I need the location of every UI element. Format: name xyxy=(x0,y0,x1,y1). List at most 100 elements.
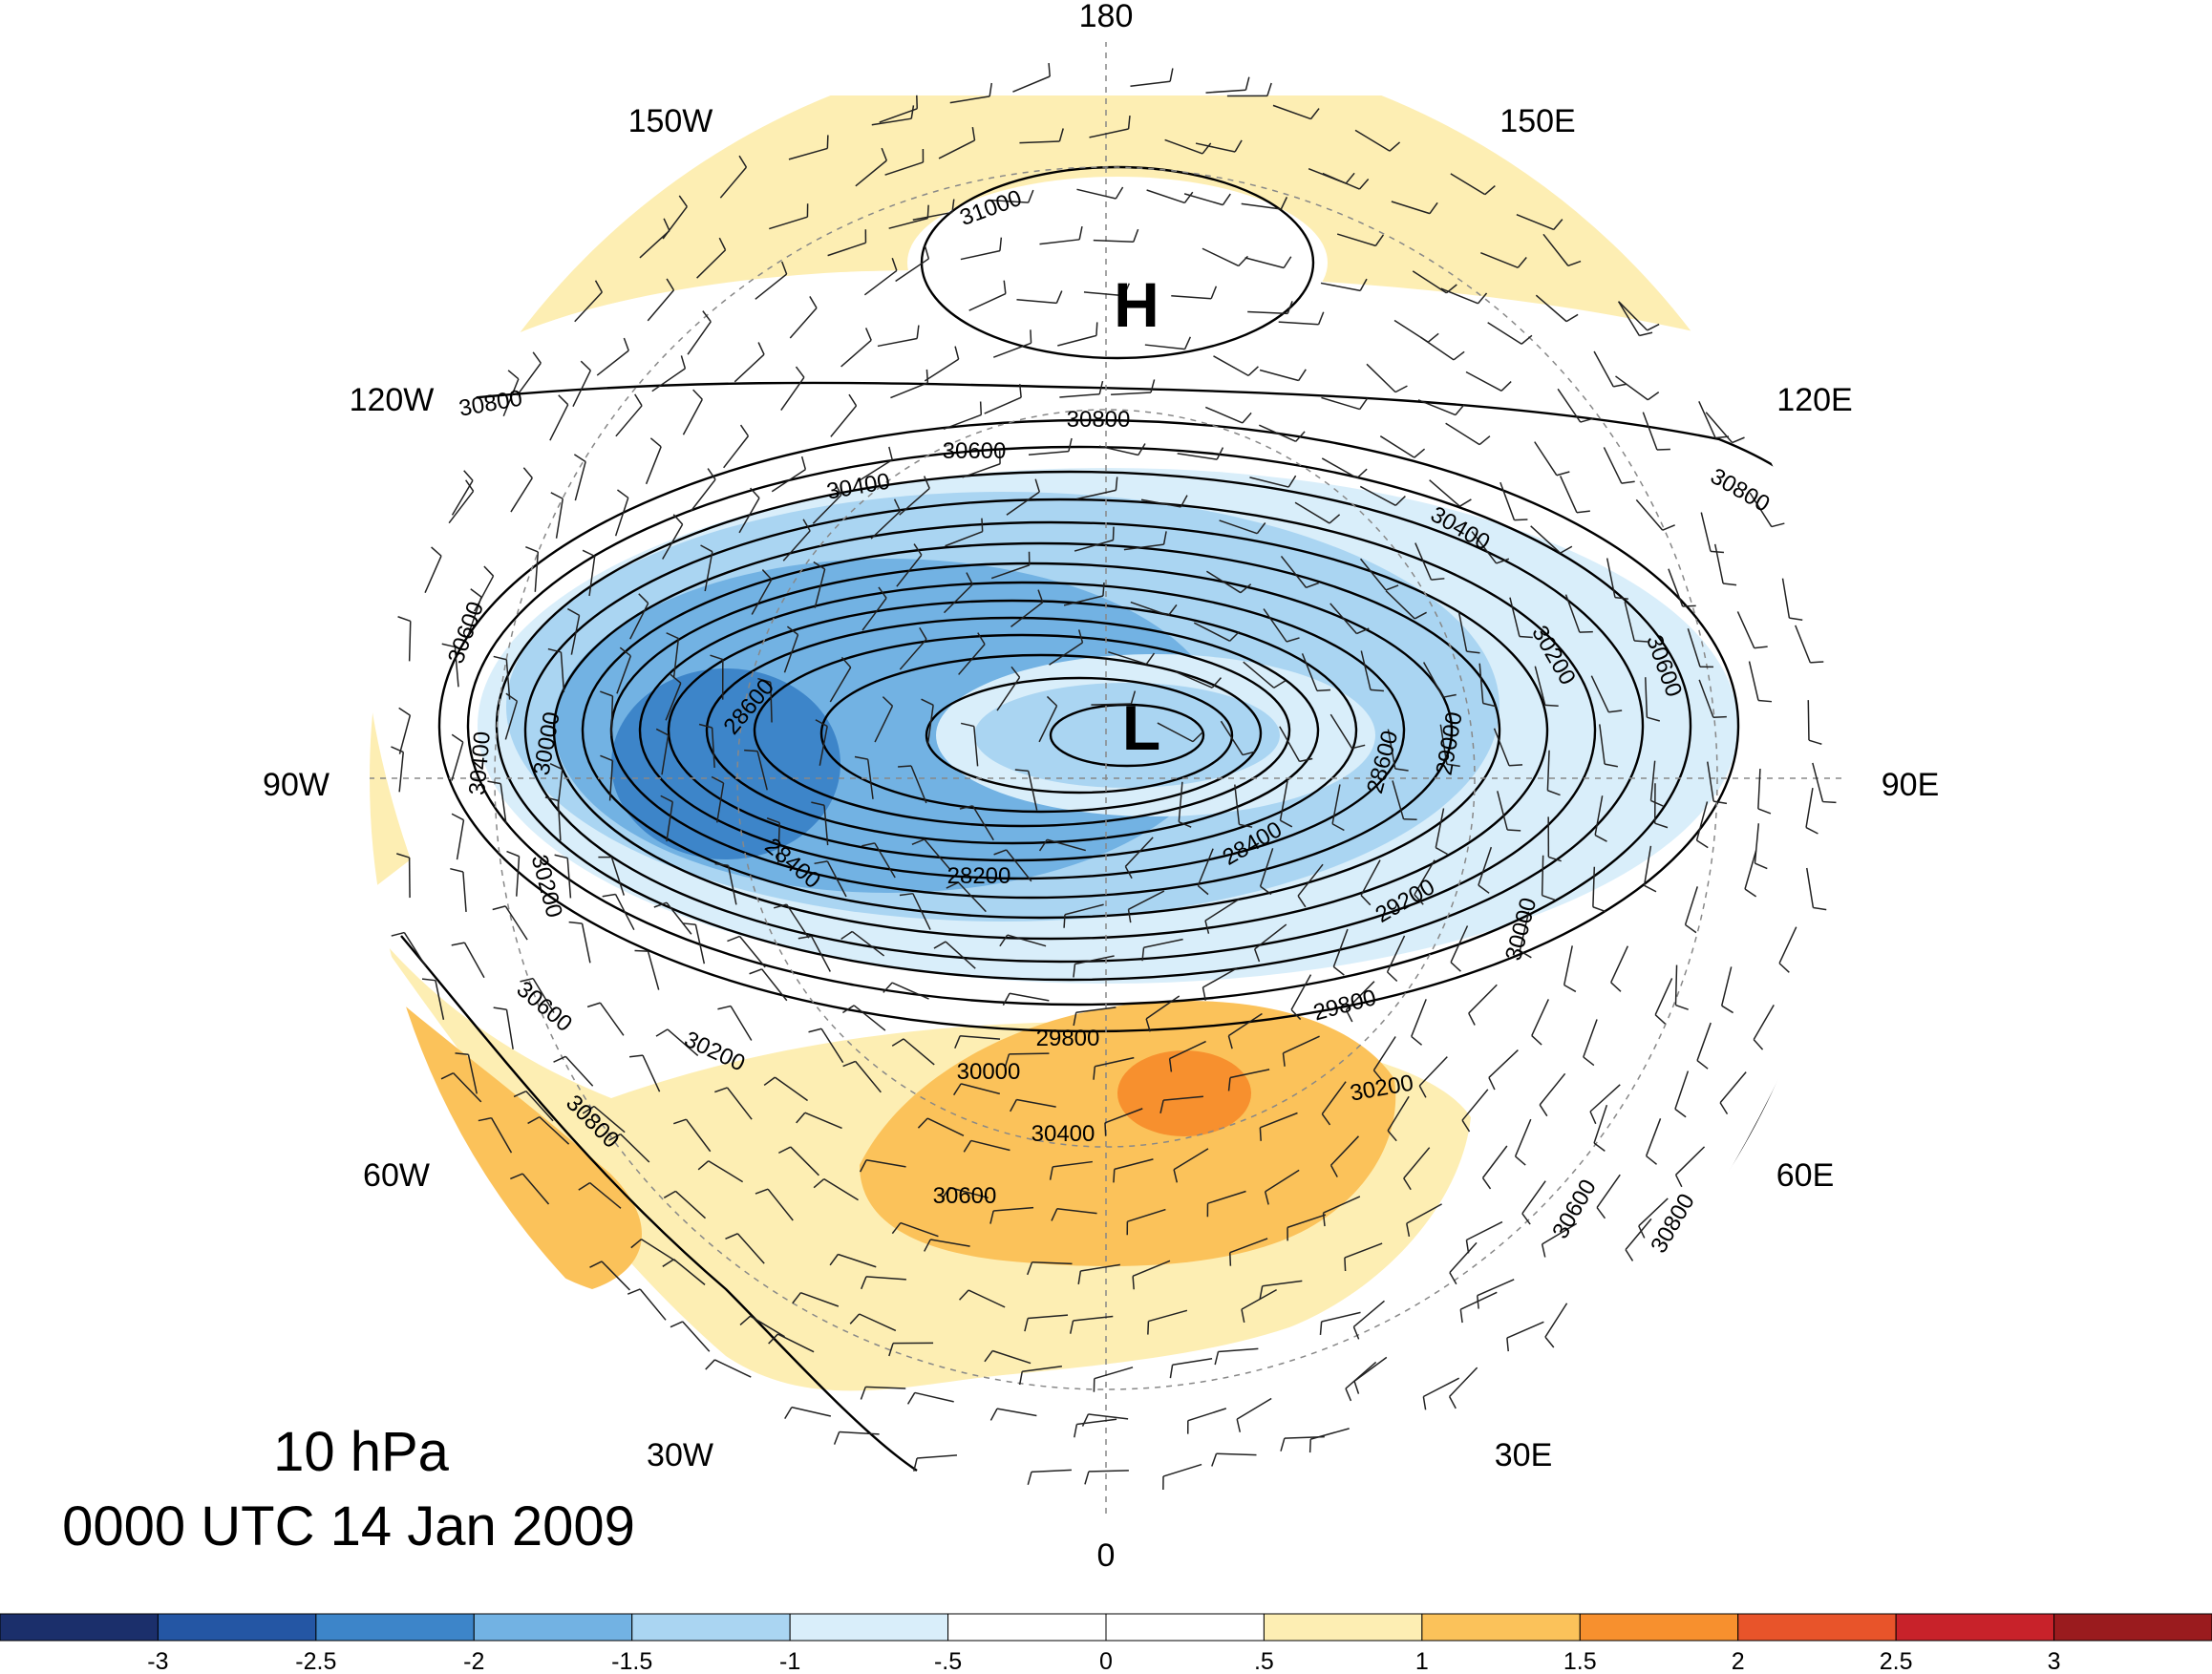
wind-barb-feather xyxy=(1034,478,1041,493)
wind-barb-feather xyxy=(1539,1104,1548,1117)
wind-barb xyxy=(453,1072,482,1103)
wind-barb-feather xyxy=(882,696,893,707)
wind-barb-feather xyxy=(1280,197,1288,210)
wind-barb-feather xyxy=(1519,635,1533,639)
wind-barb xyxy=(711,727,715,768)
wind-barb xyxy=(789,307,818,339)
wind-barb xyxy=(988,199,1029,203)
colorbar-tick-label: 3 xyxy=(2048,1648,2061,1674)
wind-barb xyxy=(814,568,826,608)
wind-barb xyxy=(1076,188,1117,200)
wind-barb-feather xyxy=(750,487,760,499)
wind-barb-feather xyxy=(893,498,902,512)
wind-barb-feather xyxy=(630,1239,643,1249)
wind-barb-feather xyxy=(1372,1070,1383,1082)
wind-barb-feather xyxy=(619,646,631,657)
wind-barb xyxy=(1599,724,1606,765)
wind-barb-feather xyxy=(451,813,464,821)
wind-barb-feather xyxy=(1286,637,1300,643)
wind-barb xyxy=(1088,1470,1129,1473)
wind-barb xyxy=(1713,543,1724,584)
wind-barb xyxy=(1236,1397,1272,1420)
wind-barb-feather xyxy=(881,147,888,161)
wind-barb xyxy=(1284,1435,1325,1439)
wind-barb-feather xyxy=(1442,693,1457,698)
wind-barb xyxy=(756,751,768,791)
wind-barb-feather xyxy=(1453,350,1465,361)
wind-barb xyxy=(1478,663,1484,704)
wind-barb xyxy=(614,498,629,537)
wind-barb xyxy=(1352,1300,1385,1327)
wind-barb-feather xyxy=(792,1292,801,1304)
wind-barb xyxy=(1032,1261,1073,1265)
wind-barb-feather xyxy=(946,881,959,889)
wind-barb-feather xyxy=(705,1359,715,1370)
wind-barb xyxy=(1781,578,1791,619)
wind-barb-feather xyxy=(1594,834,1607,842)
wind-barb xyxy=(1241,202,1282,210)
wind-barb-feather xyxy=(1353,1381,1360,1394)
contour-29600 xyxy=(581,541,1501,920)
wind-barb-feather xyxy=(1244,76,1250,91)
wind-barb-feather xyxy=(1192,731,1203,743)
wind-barb-feather xyxy=(1329,1164,1338,1177)
wind-barb xyxy=(1643,845,1652,886)
contour-label: 30000 xyxy=(957,1059,1021,1085)
wind-barb xyxy=(687,321,712,355)
wind-barb-feather xyxy=(710,654,724,661)
wind-barb xyxy=(1531,999,1549,1036)
wind-barb-feather xyxy=(1521,1213,1531,1225)
wind-barb xyxy=(1559,476,1578,514)
wind-barb-feather xyxy=(999,237,1003,251)
wind-barb xyxy=(912,893,931,930)
wind-barb-feather xyxy=(1352,1326,1360,1340)
wind-barb-feather xyxy=(638,593,649,604)
wind-barb-feather xyxy=(421,978,436,982)
wind-barb xyxy=(957,881,987,913)
wind-barb xyxy=(1260,1112,1298,1129)
wind-barb xyxy=(1047,838,1086,852)
wind-barb-feather xyxy=(483,565,495,577)
wind-barb-feather xyxy=(766,817,780,824)
wind-barb-feather xyxy=(1674,1174,1683,1188)
wind-barb-feather xyxy=(1256,522,1266,535)
wind-barb-feather xyxy=(1387,1130,1397,1142)
wind-barb xyxy=(716,782,725,823)
wind-barb xyxy=(960,249,1001,261)
wind-barb xyxy=(1557,388,1582,423)
wind-barb-feather xyxy=(700,544,713,553)
wind-barb-feather xyxy=(711,775,724,784)
wind-barb-feather xyxy=(984,1350,993,1363)
wind-barb-feather xyxy=(1822,800,1837,804)
wind-barb-feather xyxy=(1138,443,1146,456)
contour-30000 xyxy=(523,498,1597,964)
wind-barb-feather xyxy=(634,949,649,952)
wind-barb xyxy=(877,337,918,348)
wind-barb-feather xyxy=(1567,260,1582,267)
wind-barb xyxy=(608,760,614,801)
wind-barb-feather xyxy=(1544,1336,1555,1348)
wind-barb xyxy=(1128,890,1165,910)
wind-barb xyxy=(790,1146,819,1176)
wind-barb-feather xyxy=(1675,1004,1689,1010)
wind-barb-feather xyxy=(1644,884,1657,893)
wind-barb xyxy=(673,1259,706,1285)
wind-barb-feather xyxy=(1183,336,1192,350)
wind-barb xyxy=(502,378,520,417)
wind-barb-feather xyxy=(1037,589,1044,604)
wind-barb xyxy=(1625,1218,1652,1251)
wind-barb xyxy=(1074,955,1115,965)
wind-barb xyxy=(1294,501,1330,524)
wind-barb xyxy=(1705,412,1733,444)
wind-barb-feather xyxy=(1757,808,1772,815)
wind-barb xyxy=(398,714,412,754)
wind-barb-feather xyxy=(1295,431,1306,442)
wind-barb-feather xyxy=(1204,920,1210,934)
contour-29000 xyxy=(667,599,1358,862)
wind-barb-feather xyxy=(1055,290,1063,304)
wind-barb-feather xyxy=(1229,630,1241,642)
wind-barb-feather xyxy=(653,901,668,908)
wind-barb-feather xyxy=(1112,526,1115,540)
wind-barb-feather xyxy=(1287,475,1297,488)
